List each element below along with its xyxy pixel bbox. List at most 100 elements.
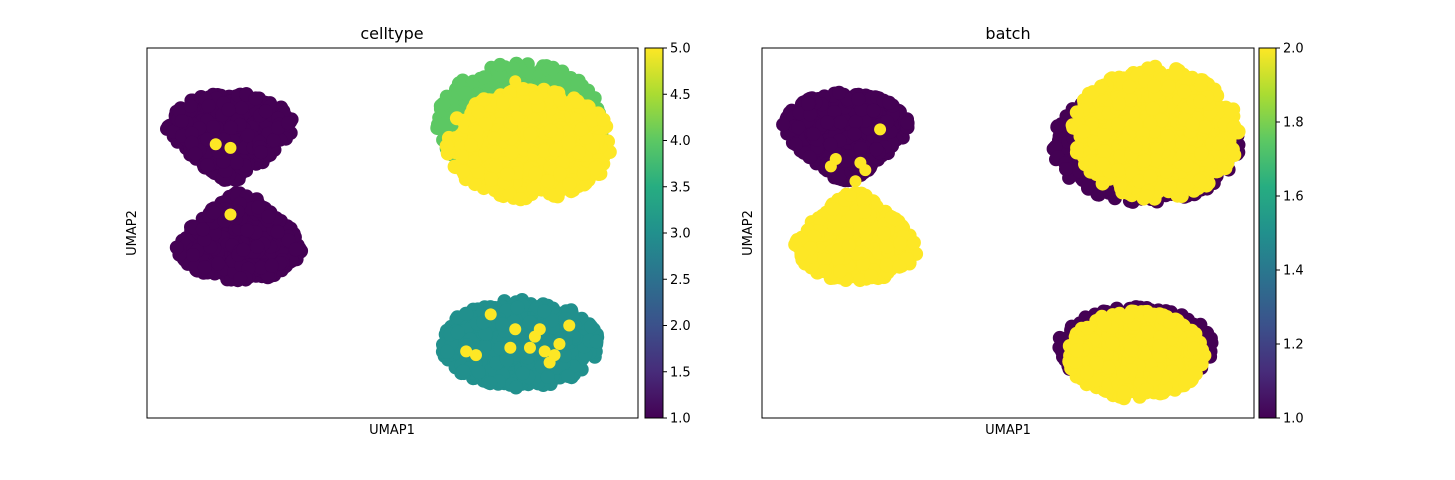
cell-point <box>807 229 822 244</box>
cell-point <box>801 96 816 111</box>
cell-point <box>893 236 908 251</box>
cell-point <box>1194 146 1209 161</box>
cell-point <box>206 205 221 220</box>
cell-point <box>570 94 585 109</box>
highlight-point <box>504 341 517 354</box>
cell-point <box>1094 79 1109 94</box>
cell-point <box>240 128 255 143</box>
cell-point <box>1124 93 1138 108</box>
cell-point <box>200 158 215 173</box>
cell-point <box>1095 176 1110 191</box>
cell-point <box>233 271 248 286</box>
cell-point <box>806 127 821 141</box>
cell-point <box>879 258 894 273</box>
cell-point <box>596 112 611 127</box>
cluster-bottom-right <box>435 293 605 395</box>
cluster-top-left-lobe <box>160 87 299 187</box>
cell-point <box>484 172 499 187</box>
cell-point <box>1223 103 1238 118</box>
cell-point <box>817 252 832 267</box>
cell-point <box>229 155 244 170</box>
cell-point <box>548 143 563 158</box>
cell-point <box>576 166 591 181</box>
highlight-point <box>523 341 536 354</box>
panel-batch: batch UMAP1 UMAP2 1.01.21.41.61.82.0 <box>741 24 1304 438</box>
cell-point <box>851 92 866 107</box>
cell-point <box>857 204 872 219</box>
cell-point <box>504 145 519 160</box>
cell-point <box>1168 66 1183 81</box>
plot-frame-celltype <box>146 47 639 419</box>
cell-point <box>1193 94 1208 109</box>
cell-point <box>1111 117 1126 132</box>
cell-point <box>1059 162 1073 176</box>
cell-point <box>1132 174 1146 189</box>
cell-point <box>1185 117 1200 132</box>
cell-point <box>174 114 189 128</box>
cell-point <box>558 348 572 363</box>
cell-point <box>542 333 557 348</box>
cell-point <box>201 98 216 113</box>
cell-point <box>184 135 199 150</box>
cell-point <box>496 96 511 111</box>
cell-point <box>455 164 470 179</box>
cell-point <box>562 177 577 191</box>
cell-point <box>537 304 552 319</box>
cell-point <box>817 264 832 279</box>
cell-point <box>1112 96 1126 111</box>
highlight-point <box>460 345 473 358</box>
cluster-top-right-inner <box>1065 59 1246 206</box>
cell-point <box>206 120 221 135</box>
cell-point <box>236 242 251 257</box>
cell-point <box>1143 169 1158 184</box>
cell-point <box>471 104 486 119</box>
cell-point <box>827 105 842 119</box>
cell-point <box>456 364 471 379</box>
cell-point <box>555 155 570 170</box>
cell-point <box>183 99 198 114</box>
colorbar-tick-label: 5.0 <box>670 42 691 57</box>
cell-point <box>488 159 503 174</box>
cell-point <box>1054 117 1069 132</box>
cell-point <box>459 306 474 321</box>
highlight-point <box>209 138 222 151</box>
cell-point <box>571 145 586 160</box>
highlight-point <box>543 356 556 369</box>
x-axis-label-celltype: UMAP1 <box>369 423 415 438</box>
cell-point <box>551 72 566 86</box>
cell-point <box>188 146 203 161</box>
cell-point <box>526 146 541 161</box>
cluster-bottom-left-lobe <box>788 186 924 288</box>
cell-point <box>258 104 273 119</box>
cell-point <box>436 96 451 111</box>
highlight-point <box>469 349 482 362</box>
cell-point <box>848 114 863 129</box>
cell-point <box>528 166 543 181</box>
cell-point <box>1194 77 1209 92</box>
cell-point <box>1162 79 1176 94</box>
cell-point <box>1154 113 1169 128</box>
cell-point <box>853 273 867 288</box>
cell-point <box>523 127 538 142</box>
cell-point <box>830 251 845 266</box>
cell-point <box>853 141 868 155</box>
cell-point <box>1159 164 1174 179</box>
cell-point <box>869 142 884 157</box>
cell-point <box>477 70 492 85</box>
cell-point <box>791 120 806 135</box>
cell-point <box>561 135 576 150</box>
cell-point <box>841 238 856 253</box>
cell-point <box>519 101 534 116</box>
cell-point <box>1129 117 1143 132</box>
cell-point <box>1095 157 1110 172</box>
cell-point <box>856 193 871 208</box>
panel-celltype: celltype UMAP1 UMAP2 1.01.52.02.53.03.54… <box>125 24 691 438</box>
cell-point <box>540 370 555 384</box>
cell-point <box>254 260 268 275</box>
cell-point <box>522 315 537 330</box>
highlight-point <box>553 338 566 350</box>
cluster-bottom-left-lobe <box>169 185 309 288</box>
cell-point <box>1137 153 1152 168</box>
cell-point <box>1140 61 1155 76</box>
cell-point <box>488 144 502 159</box>
